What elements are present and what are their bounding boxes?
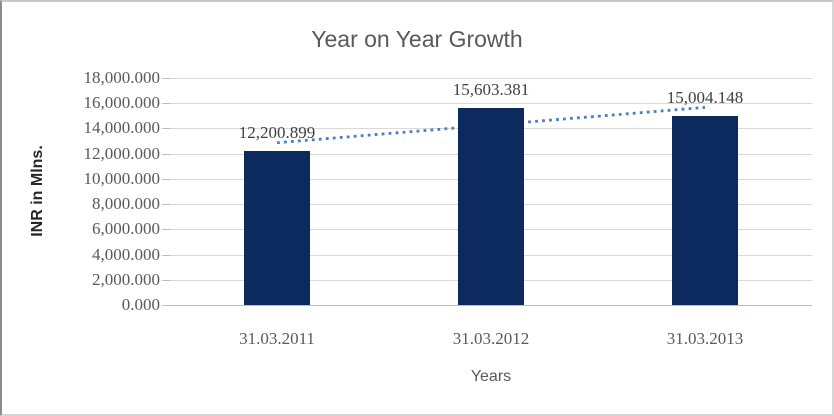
- bar[interactable]: [672, 116, 738, 305]
- y-tick-label: 8,000.000: [92, 194, 160, 213]
- y-tick-label: 12,000.000: [83, 144, 161, 163]
- y-tick-label: 6,000.000: [92, 219, 160, 238]
- y-tick-mark: [162, 204, 170, 205]
- y-tick-label: 4,000.000: [92, 245, 160, 264]
- y-tick-label: 14,000.000: [83, 118, 161, 137]
- bar[interactable]: [244, 151, 310, 305]
- y-tick-mark: [162, 154, 170, 155]
- y-tick-label: 18,000.000: [83, 68, 161, 87]
- y-tick-mark: [162, 255, 170, 256]
- y-tick-mark: [162, 305, 170, 306]
- y-tick-mark: [162, 128, 170, 129]
- y-tick-label: 2,000.000: [92, 270, 160, 289]
- bar-data-label: 15,004.148: [666, 88, 744, 107]
- bar-data-label: 15,603.381: [452, 80, 530, 99]
- y-tick-mark: [162, 179, 170, 180]
- y-tick-mark: [162, 78, 170, 79]
- y-tick-label: 10,000.000: [83, 169, 161, 188]
- gridline: [170, 305, 812, 306]
- bar-data-label: 12,200.899: [238, 123, 316, 142]
- y-tick-label: 16,000.000: [83, 93, 161, 112]
- y-tick-mark: [162, 229, 170, 230]
- y-tick-mark: [162, 280, 170, 281]
- gridline: [170, 103, 812, 104]
- chart-title: Year on Year Growth: [311, 26, 523, 52]
- bar[interactable]: [458, 108, 524, 305]
- x-axis-title: Years: [470, 368, 512, 385]
- x-tick-label: 31.03.2012: [452, 329, 530, 348]
- x-tick-label: 31.03.2013: [666, 329, 744, 348]
- gridline: [170, 78, 812, 79]
- y-tick-mark: [162, 103, 170, 104]
- y-tick-label: 0.000: [121, 295, 160, 314]
- x-tick-label: 31.03.2011: [239, 329, 315, 348]
